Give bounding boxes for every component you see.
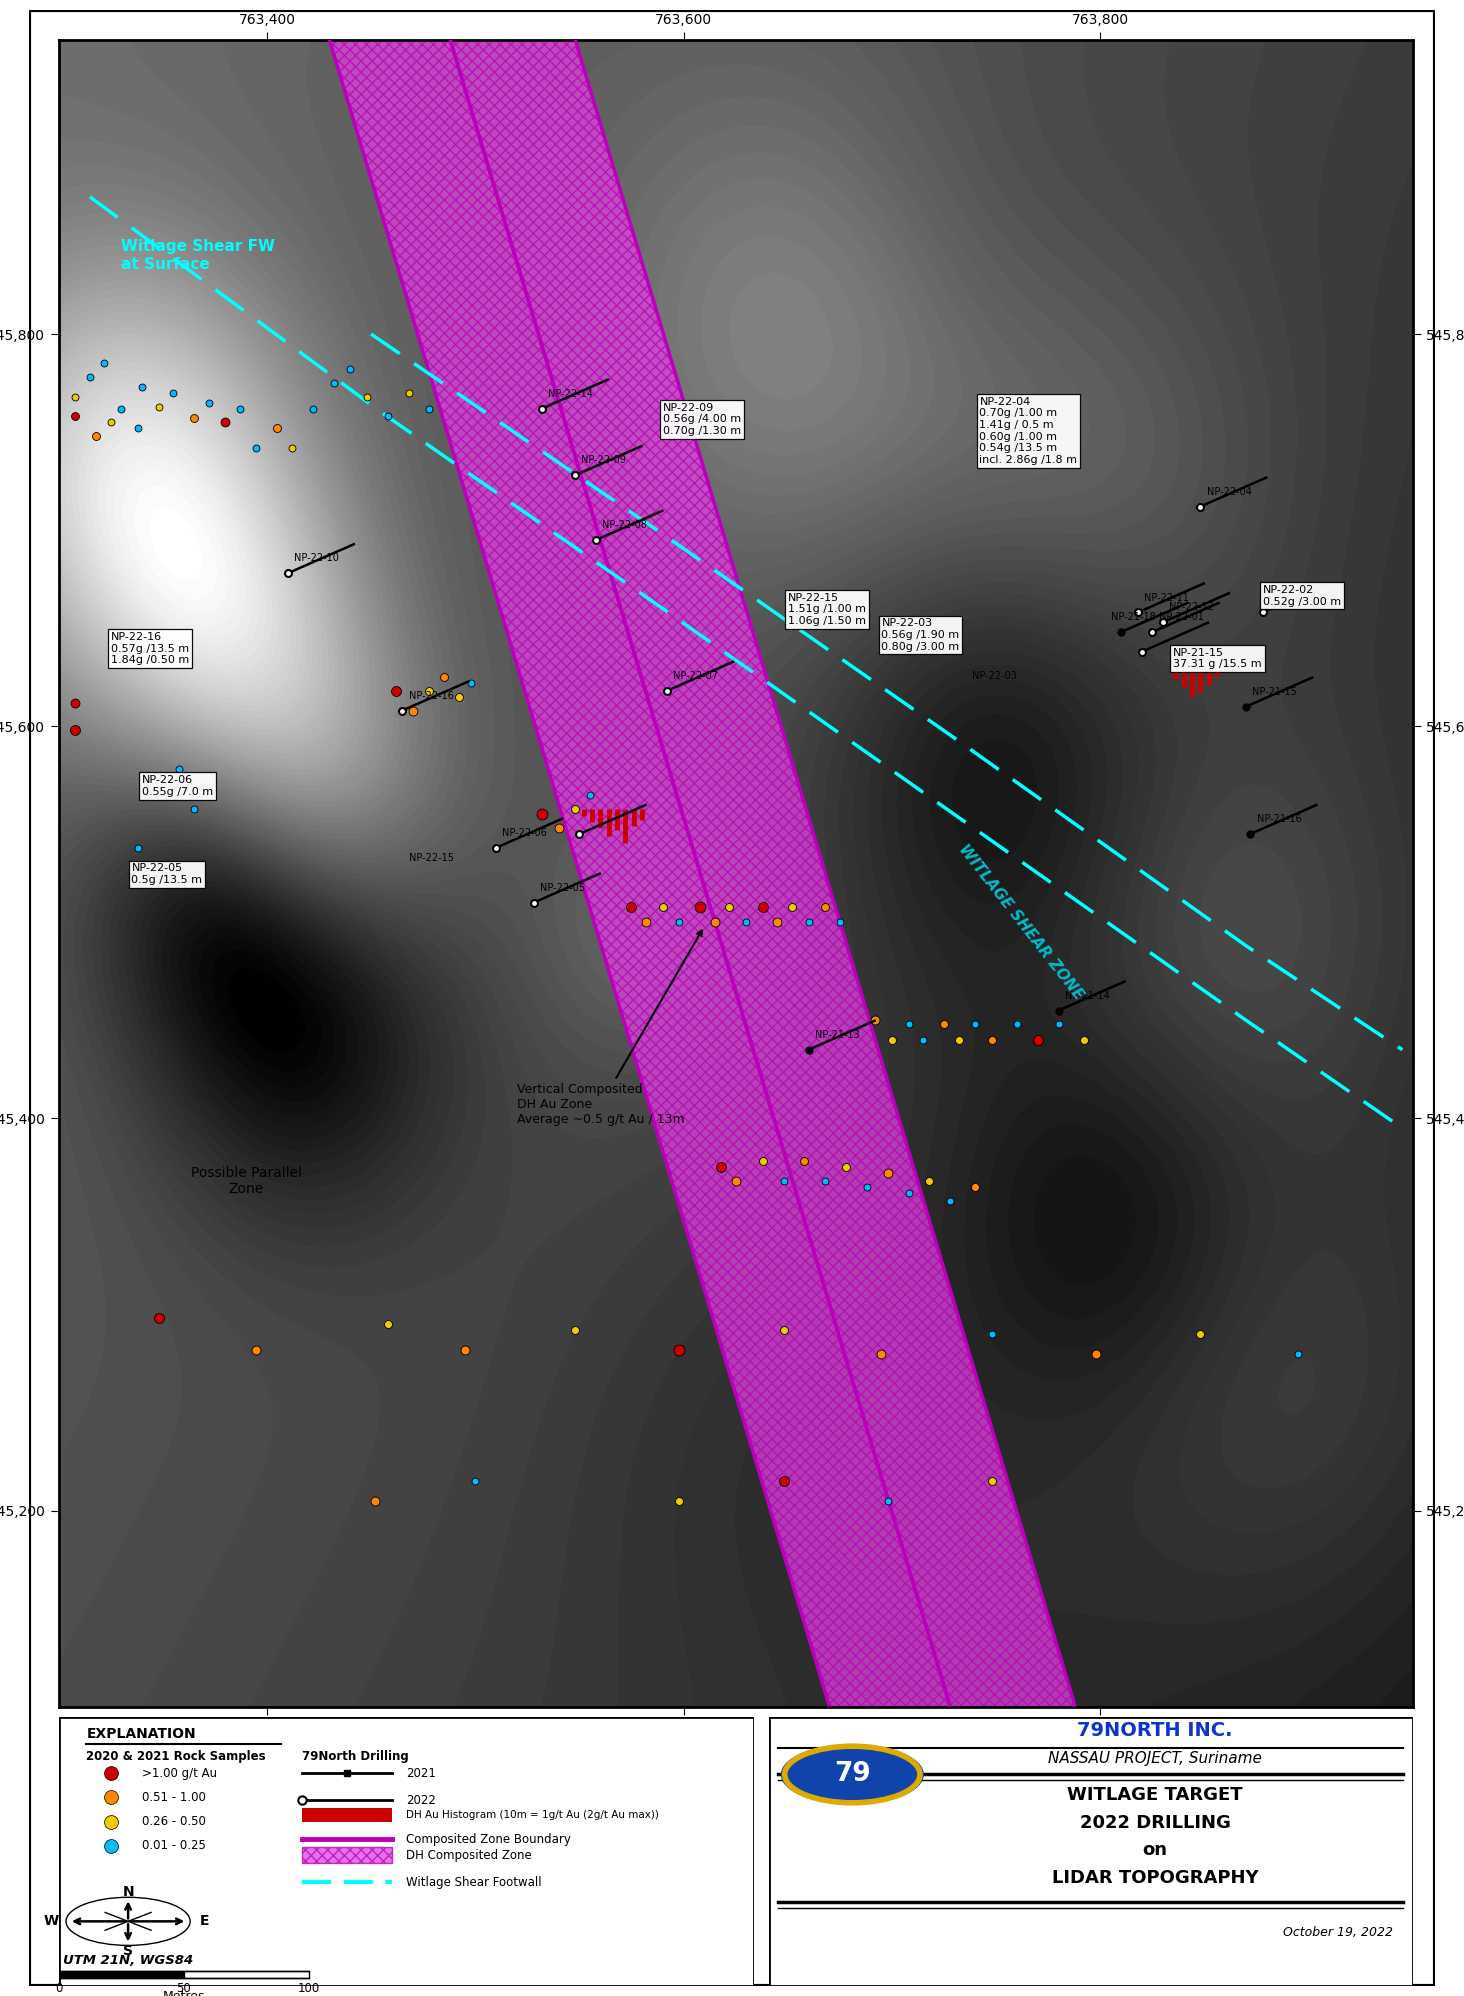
Text: 0.51 - 1.00: 0.51 - 1.00: [142, 1790, 206, 1804]
Text: S: S: [123, 1944, 133, 1958]
Text: NP-21-13: NP-21-13: [815, 1030, 859, 1040]
Text: E: E: [201, 1914, 209, 1928]
Text: NP-22-03: NP-22-03: [972, 671, 1017, 681]
Text: NP-21-16: NP-21-16: [1256, 814, 1301, 824]
Text: W: W: [44, 1914, 59, 1928]
Text: WITLAGE TARGET: WITLAGE TARGET: [1067, 1786, 1243, 1804]
Text: Composited Zone Boundary: Composited Zone Boundary: [407, 1832, 571, 1846]
Text: NP-22-12: NP-22-12: [1168, 603, 1214, 613]
Text: NP-22-09
0.56g /4.00 m
0.70g /1.30 m: NP-22-09 0.56g /4.00 m 0.70g /1.30 m: [663, 403, 741, 435]
Text: NP-22-10: NP-22-10: [294, 553, 338, 563]
Text: DH Au Histogram (10m = 1g/t Au (2g/t Au max)): DH Au Histogram (10m = 1g/t Au (2g/t Au …: [407, 1810, 659, 1820]
Text: NP-22-03
0.56g /1.90 m
0.80g /3.00 m: NP-22-03 0.56g /1.90 m 0.80g /3.00 m: [881, 619, 959, 651]
Text: NP-22-16: NP-22-16: [408, 691, 454, 701]
Text: NP-22-04
0.70g /1.00 m
1.41g / 0.5 m
0.60g /1.00 m
0.54g /13.5 m
incl. 2.86g /1.: NP-22-04 0.70g /1.00 m 1.41g / 0.5 m 0.6…: [979, 397, 1078, 465]
Text: NP-22-05
0.5g /13.5 m: NP-22-05 0.5g /13.5 m: [132, 864, 202, 884]
Text: Metres: Metres: [163, 1990, 205, 1996]
Text: 79NORTH INC.: 79NORTH INC.: [1078, 1721, 1233, 1741]
Text: LIDAR TOPOGRAPHY: LIDAR TOPOGRAPHY: [1051, 1868, 1259, 1888]
Text: 0.26 - 0.50: 0.26 - 0.50: [142, 1814, 206, 1828]
Text: NP-22-02
0.52g /3.00 m: NP-22-02 0.52g /3.00 m: [1263, 585, 1341, 607]
Text: NP-21-18: NP-21-18: [1111, 613, 1155, 623]
Text: DH Composited Zone: DH Composited Zone: [407, 1848, 531, 1862]
FancyBboxPatch shape: [59, 1717, 754, 1986]
Text: 79: 79: [834, 1762, 871, 1788]
FancyBboxPatch shape: [59, 1972, 184, 1978]
Text: NASSAU PROJECT, Suriname: NASSAU PROJECT, Suriname: [1048, 1750, 1262, 1766]
FancyBboxPatch shape: [769, 1717, 1413, 1986]
Text: NP-22-06
0.55g /7.0 m: NP-22-06 0.55g /7.0 m: [142, 774, 214, 796]
FancyBboxPatch shape: [302, 1846, 392, 1864]
Text: 0.01 - 0.25: 0.01 - 0.25: [142, 1840, 206, 1852]
Text: 2021: 2021: [407, 1766, 436, 1780]
Text: 79North Drilling: 79North Drilling: [302, 1750, 408, 1762]
Text: Possible Parallel
Zone: Possible Parallel Zone: [190, 1166, 302, 1196]
Text: NP-21-15
37.31 g /15.5 m: NP-21-15 37.31 g /15.5 m: [1173, 649, 1262, 669]
Text: NP-22-09: NP-22-09: [581, 455, 627, 465]
Circle shape: [782, 1745, 924, 1804]
Text: 2022 DRILLING: 2022 DRILLING: [1079, 1814, 1231, 1832]
FancyBboxPatch shape: [184, 1972, 309, 1978]
Text: Witlage Shear FW
at Surface: Witlage Shear FW at Surface: [122, 240, 275, 271]
Text: 2022: 2022: [407, 1794, 436, 1806]
Text: 50: 50: [176, 1982, 192, 1996]
Text: 2020 & 2021 Rock Samples: 2020 & 2021 Rock Samples: [86, 1750, 266, 1762]
Text: NP-22-04: NP-22-04: [1206, 487, 1252, 497]
Text: NP-22-15: NP-22-15: [410, 854, 454, 864]
Text: Vertical Composited
DH Au Zone
Average ~0.5 g/t Au / 13m: Vertical Composited DH Au Zone Average ~…: [517, 930, 701, 1126]
Text: 100: 100: [297, 1982, 321, 1996]
Text: NP-22-08: NP-22-08: [602, 521, 647, 531]
Text: NP-22-07: NP-22-07: [673, 671, 719, 681]
Text: UTM 21N, WGS84: UTM 21N, WGS84: [63, 1954, 193, 1966]
Text: 0: 0: [54, 1982, 63, 1996]
Text: NP-22-06: NP-22-06: [502, 828, 548, 838]
Polygon shape: [451, 40, 1075, 1707]
Text: EXPLANATION: EXPLANATION: [86, 1727, 196, 1741]
Polygon shape: [329, 40, 950, 1707]
Text: NP-22-02: NP-22-02: [1269, 593, 1315, 603]
Text: NP-22-05: NP-22-05: [540, 882, 584, 892]
FancyBboxPatch shape: [302, 1808, 392, 1822]
Text: NP-21-14: NP-21-14: [1064, 990, 1110, 1000]
Text: NP-22-16
0.57g /13.5 m
1.84g /0.50 m: NP-22-16 0.57g /13.5 m 1.84g /0.50 m: [111, 633, 189, 665]
Text: NP-22-14: NP-22-14: [548, 389, 593, 399]
Text: NP-22-15
1.51g /1.00 m
1.06g /1.50 m: NP-22-15 1.51g /1.00 m 1.06g /1.50 m: [788, 593, 865, 627]
Text: Witlage Shear Footwall: Witlage Shear Footwall: [407, 1876, 542, 1888]
Text: N: N: [123, 1884, 133, 1898]
Text: NP-21-15: NP-21-15: [1252, 687, 1297, 697]
Text: NP-22-01: NP-22-01: [1158, 613, 1203, 623]
Text: NP-22-11: NP-22-11: [1143, 593, 1189, 603]
Text: WITLAGE SHEAR ZONE: WITLAGE SHEAR ZONE: [956, 842, 1086, 1002]
Text: >1.00 g/t Au: >1.00 g/t Au: [142, 1766, 217, 1780]
Text: October 19, 2022: October 19, 2022: [1284, 1926, 1394, 1938]
Text: on: on: [1142, 1840, 1168, 1858]
